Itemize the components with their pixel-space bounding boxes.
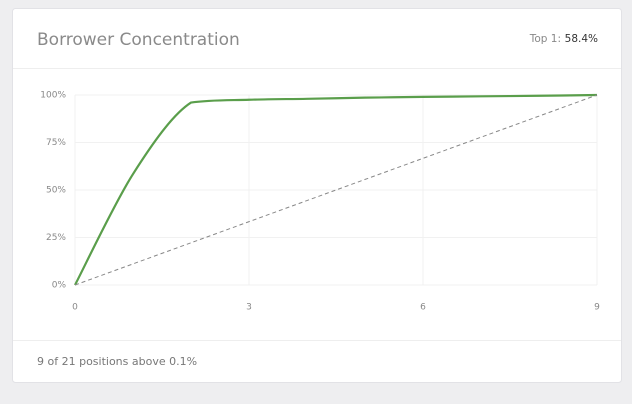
data-line (74, 93, 598, 286)
stat-label: Top 1: (529, 33, 561, 45)
y-tick-label: 50% (46, 186, 66, 196)
x-tick-label: 0 (72, 303, 78, 313)
stat-value: 58.4% (565, 33, 598, 45)
x-tick-label: 3 (246, 303, 252, 313)
card (12, 8, 622, 383)
y-tick-label: 75% (46, 138, 66, 148)
y-tick-label: 100% (40, 91, 66, 101)
footer-text: 9 of 21 positions above 0.1% (37, 355, 197, 368)
card-title: Borrower Concentration (37, 30, 240, 50)
y-tick-label: 0% (52, 281, 67, 291)
reference-line (74, 94, 598, 286)
x-tick-label: 6 (420, 303, 426, 313)
y-tick-label: 25% (46, 233, 66, 243)
x-tick-label: 9 (594, 303, 600, 313)
